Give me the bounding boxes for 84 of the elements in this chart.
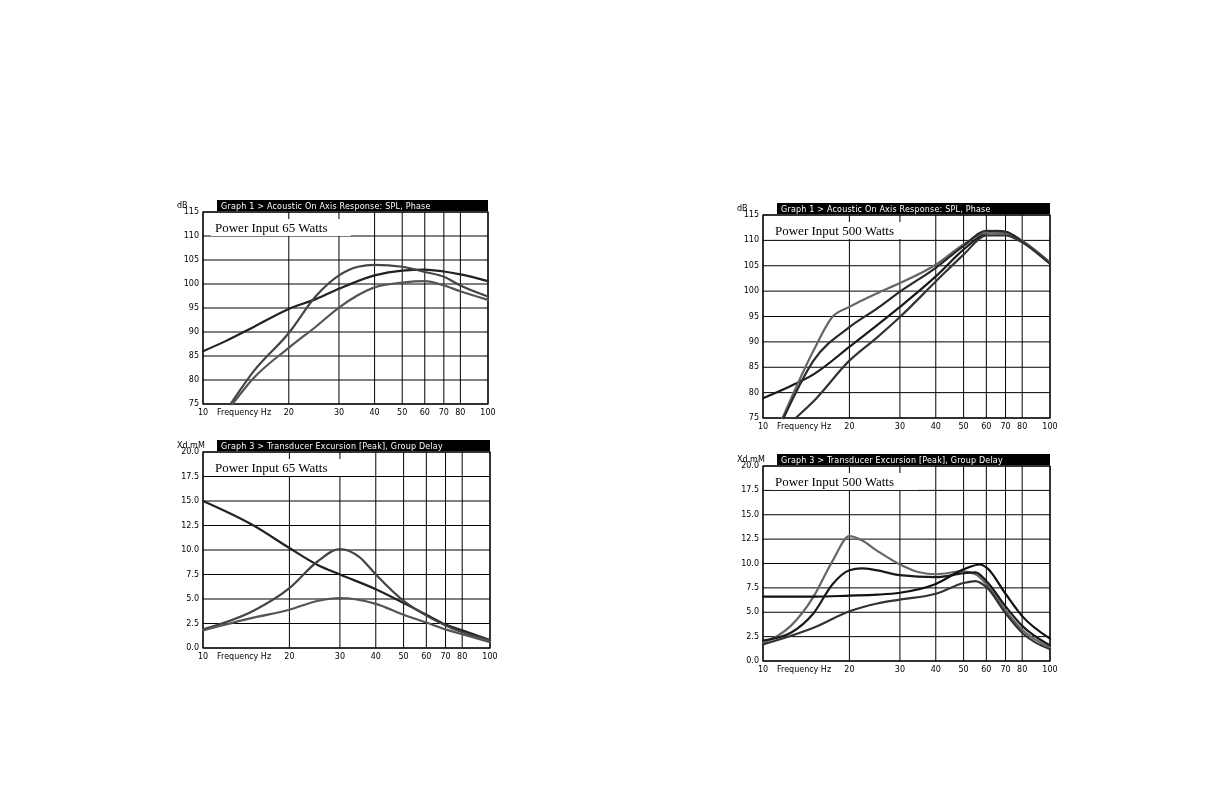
y-tick-label: 100 [743, 286, 759, 296]
x-tick-label: 70 [1000, 665, 1011, 674]
annotation: Power Input 65 Watts [215, 220, 328, 235]
x-axis-title: Frequency Hz [217, 652, 272, 661]
annotation: Power Input 65 Watts [215, 460, 328, 475]
y-tick-label: 105 [743, 260, 759, 270]
x-tick-label: 40 [370, 652, 381, 661]
x-tick-label: 100 [1042, 422, 1058, 431]
x-tick-label: 30 [333, 408, 345, 417]
y-tick-label: 95 [188, 303, 199, 312]
y-tick-label: 80 [748, 387, 759, 397]
y-tick-label: 12.5 [181, 520, 199, 530]
y-tick-label: 17.5 [741, 485, 759, 495]
y-tick-label: 115 [743, 210, 759, 219]
chart-title: Graph 1 > Acoustic On Axis Response: SPL, Phase [221, 201, 431, 211]
x-tick-label: 30 [894, 422, 906, 431]
y-tick-label: 2.5 [746, 631, 759, 641]
y-tick-label: 5.0 [746, 607, 759, 617]
annotation: Power Input 500 Watts [775, 474, 894, 489]
y-tick-label: 105 [183, 255, 199, 264]
y-tick-label: 85 [188, 351, 199, 360]
x-tick-label: 50 [958, 422, 969, 431]
x-tick-label: 10 [197, 652, 209, 661]
x-tick-label: 100 [1042, 665, 1058, 674]
chart-title: Graph 3 > Transducer Excursion [Peak], Group Delay [781, 455, 1003, 465]
x-tick-label: 60 [981, 422, 992, 431]
x-tick-label: 70 [1000, 422, 1011, 431]
y-tick-label: 90 [188, 327, 199, 336]
y-tick-label: 80 [188, 375, 199, 384]
y-tick-label: 15.0 [181, 496, 199, 505]
annotation: Power Input 500 Watts [775, 223, 894, 238]
chart-title: Graph 1 > Acoustic On Axis Response: SPL, Phase [781, 204, 991, 214]
y-tick-label: 10.0 [741, 558, 759, 568]
x-tick-label: 10 [757, 422, 769, 431]
x-tick-label: 20 [844, 422, 855, 431]
y-tick-label: 100 [183, 279, 199, 288]
x-tick-label: 80 [1017, 665, 1028, 674]
x-tick-label: 60 [981, 665, 992, 674]
x-tick-label: 80 [1017, 422, 1028, 431]
x-tick-label: 40 [930, 665, 941, 674]
y-axis-title: dB [737, 204, 748, 213]
y-tick-label: 115 [183, 207, 199, 216]
y-tick-label: 17.5 [181, 471, 199, 481]
y-tick-label: 7.5 [746, 582, 759, 592]
chart-title: Graph 3 > Transducer Excursion [Peak], Group Delay [221, 441, 443, 451]
y-tick-label: 110 [743, 235, 759, 245]
y-tick-label: 95 [748, 311, 759, 321]
x-tick-label: 60 [421, 652, 432, 661]
x-axis-title: Frequency Hz [217, 408, 272, 417]
x-tick-label: 30 [894, 665, 906, 674]
x-tick-label: 100 [482, 652, 498, 661]
x-tick-label: 50 [397, 408, 408, 417]
x-tick-label: 50 [958, 665, 969, 674]
x-axis-title: Frequency Hz [777, 422, 832, 431]
x-tick-label: 10 [757, 665, 769, 674]
y-tick-label: 12.5 [741, 534, 759, 544]
y-tick-label: 2.5 [186, 618, 199, 628]
y-tick-label: 0.0 [186, 643, 199, 652]
y-tick-label: 5.0 [186, 594, 199, 603]
y-tick-label: 7.5 [186, 569, 199, 579]
x-tick-label: 40 [930, 422, 941, 431]
x-tick-label: 70 [438, 408, 449, 417]
y-tick-label: 85 [748, 362, 759, 372]
x-tick-label: 50 [398, 652, 409, 661]
y-axis-title: dB [177, 201, 188, 210]
x-tick-label: 10 [197, 408, 209, 417]
x-tick-label: 20 [284, 652, 295, 661]
x-tick-label: 60 [419, 408, 430, 417]
y-tick-label: 75 [748, 413, 759, 422]
y-tick-label: 15.0 [741, 509, 759, 519]
x-tick-label: 30 [334, 652, 346, 661]
x-tick-label: 40 [369, 408, 380, 417]
x-tick-label: 70 [440, 652, 451, 661]
y-tick-label: 10.0 [181, 545, 199, 554]
x-tick-label: 80 [455, 408, 466, 417]
x-axis-title: Frequency Hz [777, 665, 832, 674]
x-tick-label: 20 [283, 408, 294, 417]
y-tick-label: 75 [188, 399, 199, 408]
y-tick-label: 0.0 [746, 656, 759, 665]
x-tick-label: 100 [480, 408, 496, 417]
x-tick-label: 20 [844, 665, 855, 674]
x-tick-label: 80 [457, 652, 468, 661]
y-tick-label: 90 [748, 336, 759, 346]
y-tick-label: 110 [183, 231, 199, 240]
